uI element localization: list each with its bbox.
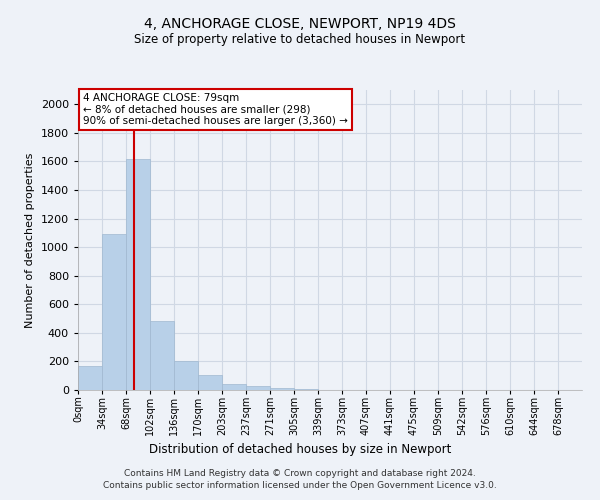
Bar [270, 388, 294, 390]
Bar [246, 386, 270, 390]
Bar [150, 322, 174, 390]
Text: 4, ANCHORAGE CLOSE, NEWPORT, NP19 4DS: 4, ANCHORAGE CLOSE, NEWPORT, NP19 4DS [144, 18, 456, 32]
Y-axis label: Number of detached properties: Number of detached properties [25, 152, 35, 328]
Bar [222, 384, 246, 390]
Text: Distribution of detached houses by size in Newport: Distribution of detached houses by size … [149, 442, 451, 456]
Bar [294, 388, 318, 390]
Text: Size of property relative to detached houses in Newport: Size of property relative to detached ho… [134, 32, 466, 46]
Text: Contains HM Land Registry data © Crown copyright and database right 2024.: Contains HM Land Registry data © Crown c… [124, 468, 476, 477]
Bar [102, 234, 126, 390]
Bar [78, 366, 102, 390]
Bar [174, 362, 198, 390]
Text: 4 ANCHORAGE CLOSE: 79sqm
← 8% of detached houses are smaller (298)
90% of semi-d: 4 ANCHORAGE CLOSE: 79sqm ← 8% of detache… [83, 93, 348, 126]
Bar [198, 375, 222, 390]
Bar [126, 158, 150, 390]
Text: Contains public sector information licensed under the Open Government Licence v3: Contains public sector information licen… [103, 481, 497, 490]
